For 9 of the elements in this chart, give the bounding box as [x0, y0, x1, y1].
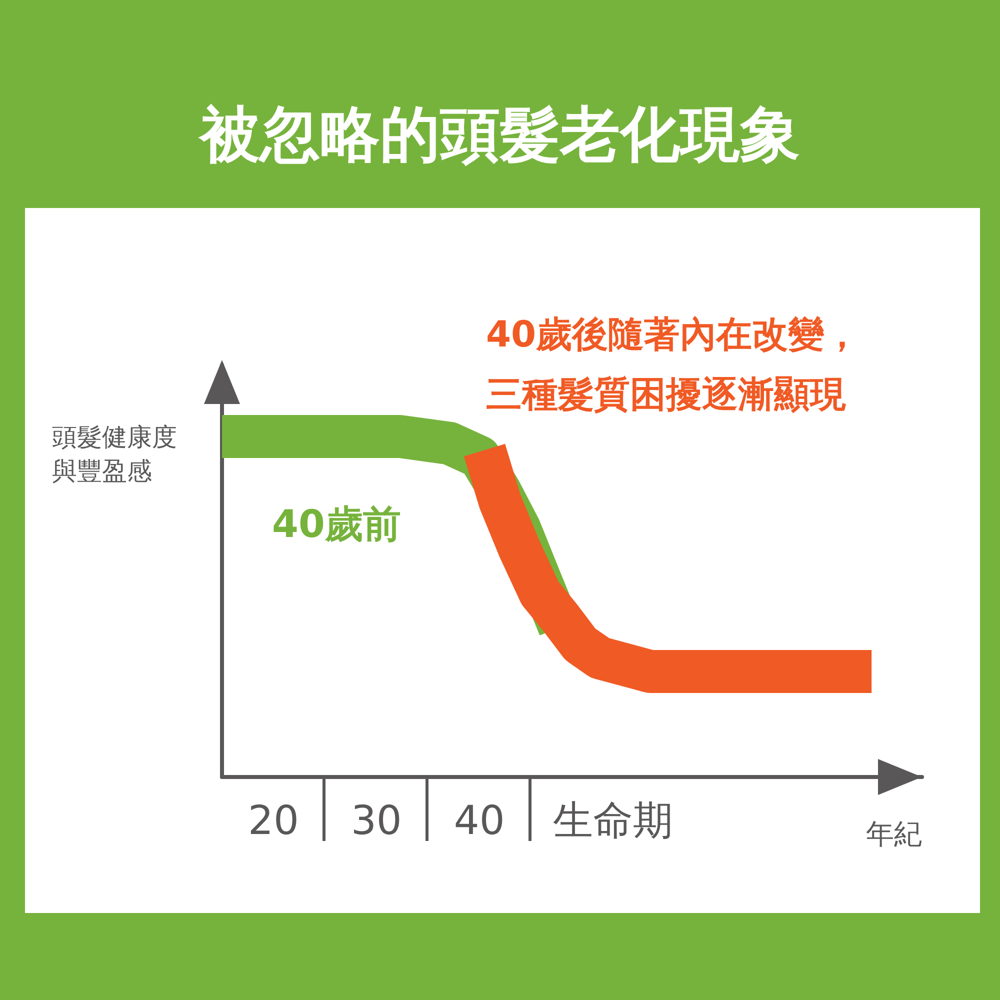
x-axis-title: 年紀: [866, 818, 922, 850]
y-axis-title: 頭髮健康度與豐盈感: [52, 422, 177, 486]
chart-title: 被忽略的頭髮老化現象: [197, 99, 801, 172]
x-tick-label: 生命期: [553, 798, 674, 844]
x-tick-label: 40: [454, 798, 505, 844]
x-tick-label: 30: [350, 798, 402, 844]
x-tick-label: 20: [248, 798, 299, 844]
series-label: 40歲後隨著內在改變，三種髮質困擾逐漸顯現: [486, 314, 860, 416]
series-label: 40歲前: [272, 502, 401, 546]
